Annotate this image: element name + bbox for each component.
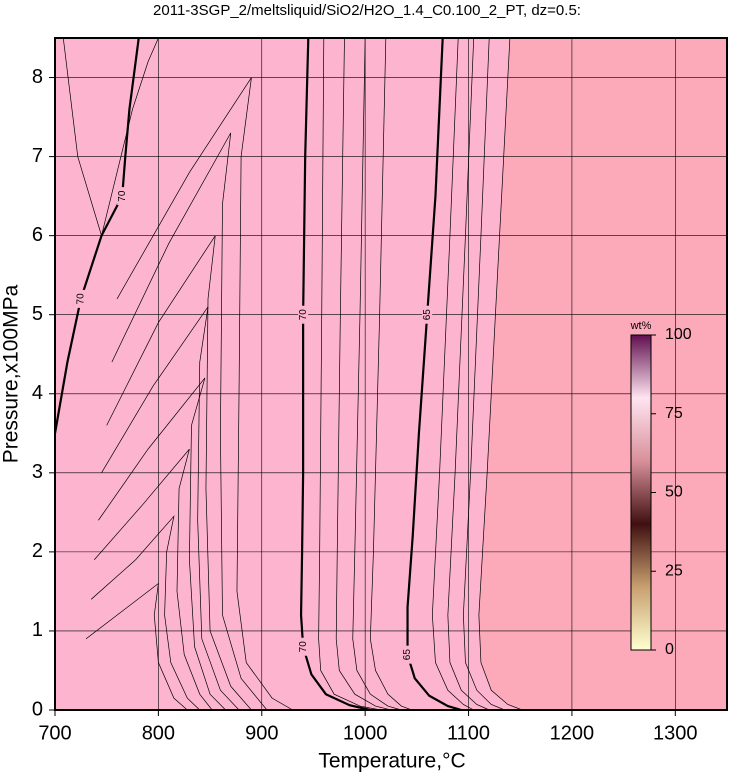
x-tick-label: 800: [142, 722, 175, 744]
contour-line: [62, 38, 159, 237]
contour-label: 70: [298, 641, 309, 653]
x-tick-label: 900: [245, 722, 278, 744]
y-tick-label: 5: [32, 303, 43, 325]
chart-title: 2011-3SGP_2/meltsliquid/SiO2/H2O_1.4_C0.…: [153, 2, 581, 19]
x-tick-label: 1000: [343, 722, 388, 744]
right-region: [478, 38, 727, 710]
contour-line: [101, 306, 240, 710]
plot-area: 70 70 70 70 65 65: [55, 38, 727, 710]
y-tick-label: 1: [32, 619, 43, 641]
contour-line: [406, 38, 462, 710]
contour-line: [106, 235, 252, 710]
contour-label-bg: [422, 305, 433, 324]
contour-line: [447, 38, 490, 710]
contour-line: [335, 38, 392, 710]
x-tick-label: 1300: [653, 722, 698, 744]
contour-label: 65: [402, 649, 413, 661]
axes: 700 800 900 1000 1100 1200 1300 0 1 2 3 4 5 6 7 8 wt% 0 25…: [32, 37, 728, 744]
frame: [54, 37, 728, 711]
contour-line: [352, 38, 402, 710]
contour-line: [116, 77, 293, 710]
y-tick-label: 7: [32, 145, 43, 167]
contour-label-bg: [402, 645, 413, 664]
y-tick-label: 2: [32, 540, 43, 562]
colorbar-tick-label: 25: [665, 562, 683, 579]
x-axis-label: Temperature,°C: [318, 750, 465, 773]
contour-label: 70: [298, 309, 309, 321]
contour-line: [111, 132, 268, 710]
y-tick-label: 3: [32, 461, 43, 483]
colorbar-tick-label: 100: [665, 326, 692, 343]
contour-line: [90, 515, 200, 710]
contour-line: [98, 377, 226, 710]
y-tick-label: 0: [32, 698, 43, 720]
colorbar-tick-label: 50: [665, 484, 683, 501]
contour-label-bg: [298, 305, 309, 324]
contour-label-bg: [75, 289, 86, 308]
contour-line: [94, 448, 213, 710]
y-tick-label: 6: [32, 224, 43, 246]
contour-label-bg: [298, 637, 309, 656]
contour-line: [85, 582, 188, 710]
contour-label-bg: [117, 187, 128, 206]
contour-line: [369, 38, 412, 710]
x-tick-label: 1100: [447, 722, 490, 744]
y-tick-label: 4: [32, 382, 43, 404]
y-axis-label: Pressure,x100MPa: [0, 284, 23, 463]
contour-line: [318, 38, 381, 710]
colorbar-label: wt%: [630, 320, 652, 332]
contour-line: [299, 38, 371, 710]
contour-label: 70: [75, 293, 86, 305]
colorbar: [630, 334, 652, 651]
colorbar-tick-label: 0: [665, 641, 674, 658]
x-tick-label: 1200: [550, 722, 595, 744]
contour-line: [463, 38, 505, 710]
contour-line: [432, 38, 474, 710]
y-tick-label: 8: [32, 66, 43, 88]
x-tick-label: 700: [38, 722, 71, 744]
contour-line: [478, 38, 523, 710]
contour-label: 65: [422, 309, 433, 321]
contour-label: 70: [117, 190, 128, 202]
colorbar-tick-label: 75: [665, 405, 683, 422]
